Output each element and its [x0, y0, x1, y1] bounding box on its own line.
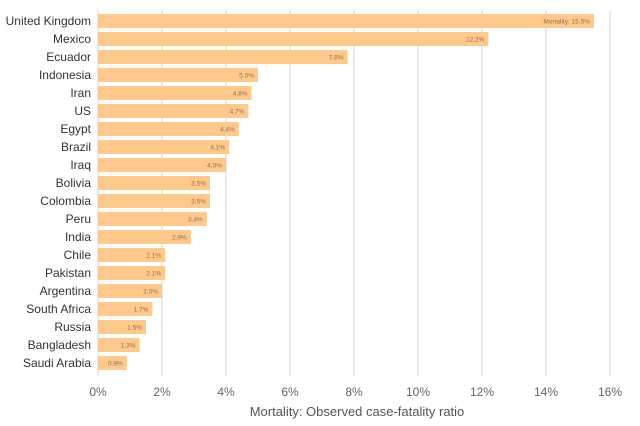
bar[interactable]: [98, 158, 226, 172]
category-label: US: [74, 104, 91, 118]
bar[interactable]: [98, 14, 594, 28]
x-tick-label: 10%: [406, 385, 430, 399]
bar[interactable]: [98, 266, 166, 280]
data-label: 12.2%: [466, 37, 485, 44]
data-label: 4.8%: [233, 91, 248, 98]
category-label: Brazil: [61, 140, 91, 154]
bar[interactable]: [98, 356, 127, 370]
bar[interactable]: [98, 50, 348, 64]
data-label: 7.8%: [329, 55, 344, 62]
data-label: 3.5%: [191, 181, 206, 188]
bar[interactable]: [98, 338, 140, 352]
bar[interactable]: [98, 194, 210, 208]
bar[interactable]: [98, 140, 230, 154]
data-label: 4.1%: [210, 145, 225, 152]
bars: [98, 14, 594, 370]
x-tick-label: 6%: [281, 385, 299, 399]
bar[interactable]: [98, 32, 489, 46]
category-label: Saudi Arabia: [23, 356, 91, 370]
data-label: 2.1%: [146, 253, 161, 260]
bar[interactable]: [98, 320, 146, 334]
bar[interactable]: [98, 122, 239, 136]
category-label: South Africa: [26, 302, 91, 316]
x-tick-label: 4%: [217, 385, 235, 399]
data-label: 1.7%: [134, 307, 149, 314]
category-label: Iraq: [70, 158, 91, 172]
category-label: Pakistan: [45, 266, 91, 280]
data-labels: Mortality: 15.5% 12.2% 7.8% 5.0% 4.8% 4.7% 4.4…: [108, 19, 590, 368]
x-tick-label: 2%: [153, 385, 171, 399]
bar[interactable]: [98, 248, 166, 262]
category-label: Iran: [70, 86, 91, 100]
bar[interactable]: [98, 302, 153, 316]
data-label: 4.0%: [207, 163, 222, 170]
data-label: 1.5%: [127, 325, 142, 332]
category-label: Argentina: [40, 284, 92, 298]
x-tick-label: 8%: [345, 385, 363, 399]
data-label: 2.1%: [146, 271, 161, 278]
data-label: 0.9%: [108, 361, 123, 368]
bar[interactable]: [98, 284, 162, 298]
category-label: Indonesia: [39, 68, 91, 82]
x-tick-labels: 0% 2% 4% 6% 8% 10% 12% 14% 16%: [89, 385, 622, 399]
bar[interactable]: [98, 86, 252, 100]
data-label: 4.7%: [230, 109, 245, 116]
x-tick-label: 0%: [89, 385, 107, 399]
x-tick-label: 14%: [534, 385, 558, 399]
category-labels: United Kingdom Mexico Ecuador Indonesia Iran…: [6, 14, 92, 370]
category-label: Bolivia: [56, 176, 92, 190]
bar[interactable]: [98, 104, 249, 118]
category-label: Egypt: [60, 122, 91, 136]
x-tick-label: 16%: [598, 385, 622, 399]
category-label: Mexico: [53, 32, 91, 46]
data-label: 2.9%: [172, 235, 187, 242]
category-label: Bangladesh: [28, 338, 91, 352]
category-label: Peru: [66, 212, 91, 226]
gridlines: [97, 10, 611, 376]
category-label: Ecuador: [46, 50, 91, 64]
category-label: United Kingdom: [6, 14, 91, 28]
data-label: 3.4%: [188, 217, 203, 224]
x-tick-label: 12%: [470, 385, 494, 399]
category-label: Colombia: [40, 194, 91, 208]
bar[interactable]: [98, 68, 258, 82]
data-label: 1.3%: [121, 343, 136, 350]
category-label: India: [65, 230, 91, 244]
bar[interactable]: [98, 230, 191, 244]
category-label: Russia: [54, 320, 91, 334]
data-label: 5.0%: [239, 73, 254, 80]
bar[interactable]: [98, 212, 207, 226]
data-label: 3.5%: [191, 199, 206, 206]
data-label: 4.4%: [220, 127, 235, 134]
data-label: 2.0%: [143, 289, 158, 296]
x-axis-title: Mortality: Observed case-fatality ratio: [250, 404, 465, 419]
data-label: Mortality: 15.5%: [543, 19, 590, 26]
category-label: Chile: [64, 248, 92, 262]
bar[interactable]: [98, 176, 210, 190]
